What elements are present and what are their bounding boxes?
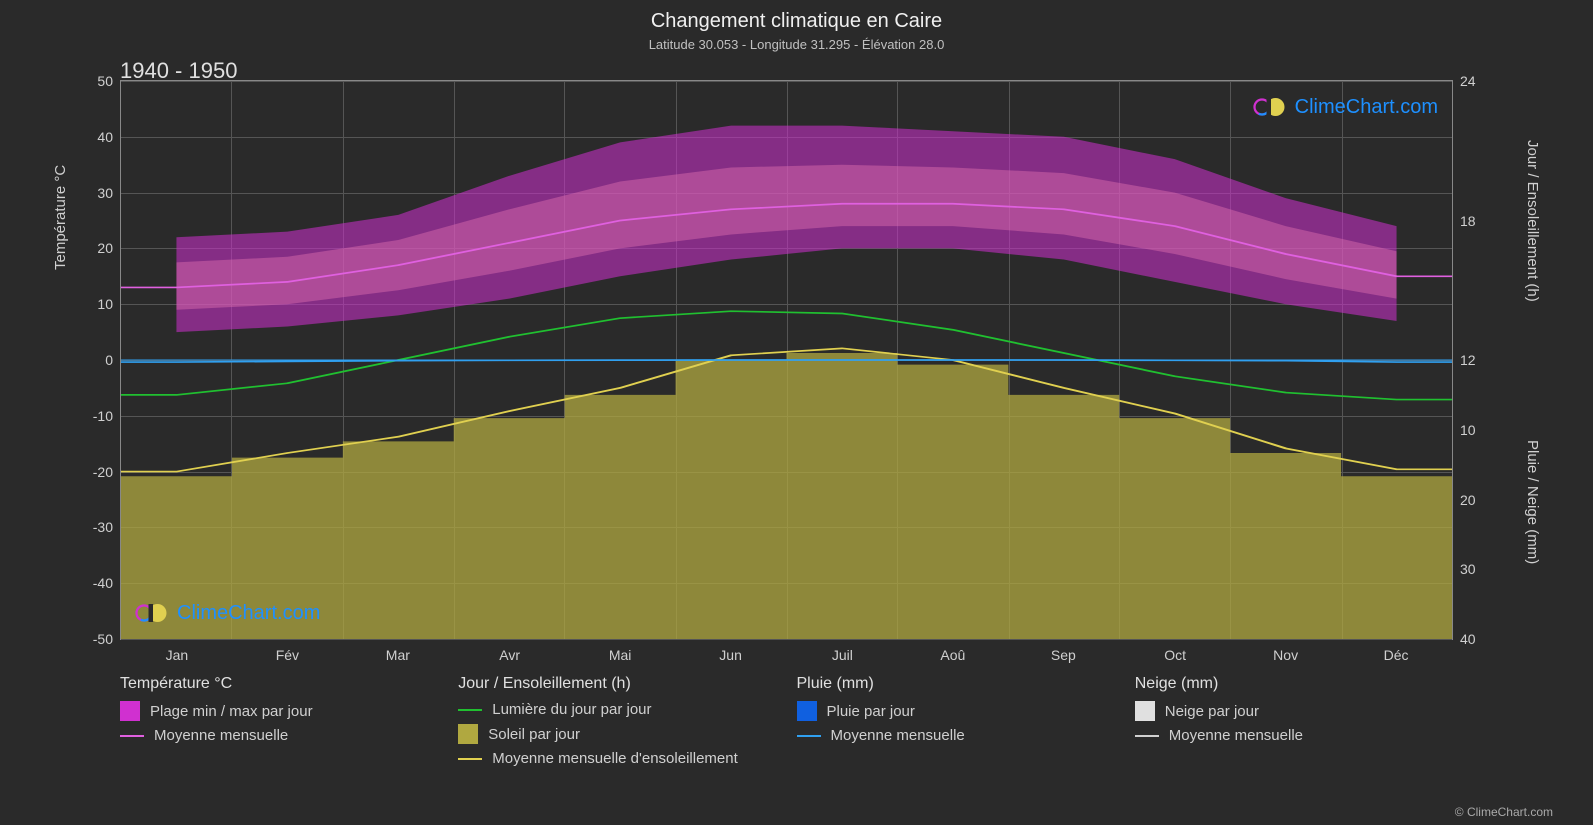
legend-swatch xyxy=(458,724,478,744)
legend-label: Lumière du jour par jour xyxy=(492,701,651,718)
legend-item: Soleil par jour xyxy=(458,724,776,744)
y-tick-left: 20 xyxy=(97,240,113,256)
watermark-text: ClimeChart.com xyxy=(1295,96,1438,119)
x-tick: Nov xyxy=(1273,647,1298,663)
y-tick-right-hours: 24 xyxy=(1460,73,1476,89)
legend-label: Moyenne mensuelle xyxy=(154,727,288,744)
legend-label: Neige par jour xyxy=(1165,703,1259,720)
watermark-bottom: ClimeChart.com xyxy=(135,601,320,625)
legend-item: Moyenne mensuelle xyxy=(120,727,438,744)
legend-item: Moyenne mensuelle d'ensoleillement xyxy=(458,750,776,767)
chart-container: Changement climatique en Caire Latitude … xyxy=(40,10,1553,805)
y-tick-left: -30 xyxy=(93,519,113,535)
legend-swatch xyxy=(458,758,482,760)
y-tick-left: -40 xyxy=(93,575,113,591)
legend-swatch xyxy=(120,701,140,721)
brand-logo-icon xyxy=(1253,95,1289,119)
x-tick: Juil xyxy=(832,647,853,663)
legend-item: Plage min / max par jour xyxy=(120,701,438,721)
x-tick: Fév xyxy=(276,647,299,663)
plot-area: -50-40-30-20-100102030405012182410203040… xyxy=(120,80,1453,640)
y-tick-left: -20 xyxy=(93,464,113,480)
legend-group-title: Neige (mm) xyxy=(1135,675,1453,693)
x-tick: Jun xyxy=(719,647,742,663)
y-tick-left: 10 xyxy=(97,296,113,312)
legend-item: Moyenne mensuelle xyxy=(797,727,1115,744)
y-tick-left: -10 xyxy=(93,408,113,424)
chart-subtitle: Latitude 30.053 - Longitude 31.295 - Élé… xyxy=(40,37,1553,52)
y-tick-left: 30 xyxy=(97,185,113,201)
x-tick: Déc xyxy=(1384,647,1409,663)
watermark-text: ClimeChart.com xyxy=(177,602,320,625)
legend-group: Jour / Ensoleillement (h) Lumière du jour… xyxy=(458,675,776,773)
legend-item: Neige par jour xyxy=(1135,701,1453,721)
y-tick-right-precip: 20 xyxy=(1460,492,1476,508)
legend-item: Pluie par jour xyxy=(797,701,1115,721)
y-tick-left: -50 xyxy=(93,631,113,647)
x-tick: Avr xyxy=(499,647,520,663)
y-tick-right-precip: 10 xyxy=(1460,422,1476,438)
y-axis-left-title: Température °C xyxy=(52,165,69,270)
legend-swatch xyxy=(797,735,821,737)
legend-swatch xyxy=(120,735,144,737)
y-tick-left: 0 xyxy=(105,352,113,368)
legend-group: Température °C Plage min / max par jour Mo… xyxy=(120,675,438,773)
legend-swatch xyxy=(1135,735,1159,737)
legend-label: Soleil par jour xyxy=(488,726,580,743)
y-axis-right-bottom-title: Pluie / Neige (mm) xyxy=(1524,440,1541,564)
legend-label: Moyenne mensuelle xyxy=(831,727,965,744)
legend-label: Plage min / max par jour xyxy=(150,703,313,720)
x-tick: Mai xyxy=(609,647,632,663)
x-tick: Jan xyxy=(166,647,189,663)
legend-swatch xyxy=(1135,701,1155,721)
y-tick-left: 50 xyxy=(97,73,113,89)
x-tick: Oct xyxy=(1164,647,1186,663)
chart-title: Changement climatique en Caire xyxy=(40,10,1553,33)
legend-group: Neige (mm) Neige par jour Moyenne mensuell… xyxy=(1135,675,1453,773)
legend-swatch xyxy=(797,701,817,721)
legend-group-title: Jour / Ensoleillement (h) xyxy=(458,675,776,693)
y-axis-right-top-title: Jour / Ensoleillement (h) xyxy=(1524,140,1541,302)
x-tick: Mar xyxy=(386,647,410,663)
y-tick-right-precip: 30 xyxy=(1460,561,1476,577)
legend-label: Pluie par jour xyxy=(827,703,915,720)
y-tick-left: 40 xyxy=(97,129,113,145)
y-tick-right-hours: 18 xyxy=(1460,213,1476,229)
x-tick: Aoû xyxy=(940,647,965,663)
x-tick: Sep xyxy=(1051,647,1076,663)
y-tick-right-hours: 12 xyxy=(1460,352,1476,368)
copyright: © ClimeChart.com xyxy=(1455,805,1553,819)
y-tick-right-precip: 40 xyxy=(1460,631,1476,647)
legend-swatch xyxy=(458,709,482,711)
legend-label: Moyenne mensuelle xyxy=(1169,727,1303,744)
legend-item: Lumière du jour par jour xyxy=(458,701,776,718)
legend: Température °C Plage min / max par jour Mo… xyxy=(120,675,1453,773)
sunshine-area xyxy=(121,353,1452,639)
brand-logo-icon xyxy=(135,601,171,625)
legend-label: Moyenne mensuelle d'ensoleillement xyxy=(492,750,738,767)
watermark-top: ClimeChart.com xyxy=(1253,95,1438,119)
data-svg xyxy=(121,81,1452,639)
legend-group-title: Température °C xyxy=(120,675,438,693)
legend-item: Moyenne mensuelle xyxy=(1135,727,1453,744)
legend-group-title: Pluie (mm) xyxy=(797,675,1115,693)
legend-group: Pluie (mm) Pluie par jour Moyenne mensuell… xyxy=(797,675,1115,773)
